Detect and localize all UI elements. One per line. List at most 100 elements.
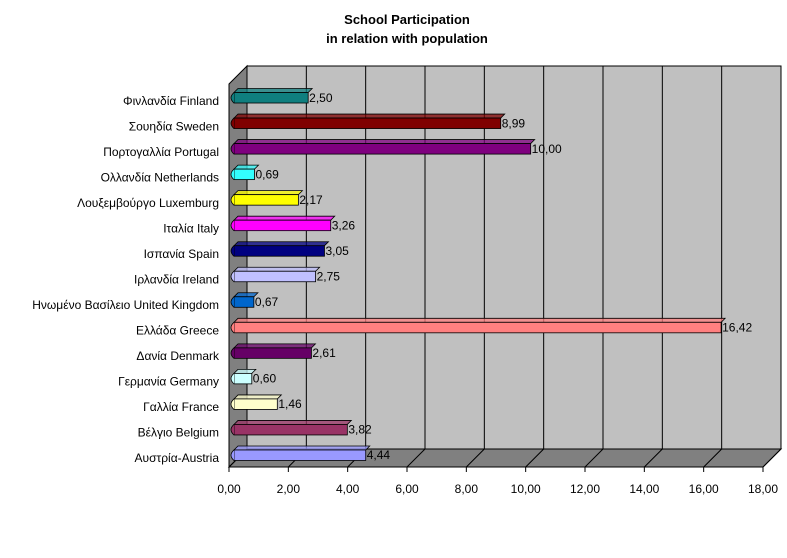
bar-top (233, 215, 336, 221)
bar-cap (230, 373, 235, 385)
bar-cap (230, 424, 235, 436)
category-label: Δανία Denmark (136, 349, 220, 363)
x-axis-ticks: 0,00 2,00 4,00 6,00 8,00 10,00 12,00 14,00 16,00… (217, 466, 778, 496)
value-label: 2,61 (312, 346, 336, 360)
bar: 2,50 (230, 88, 333, 105)
tick-label: 10,00 (511, 482, 541, 496)
category-label: Ιρλανδία Ireland (134, 273, 219, 287)
chart-gridlines (228, 66, 782, 468)
bar-front (233, 449, 367, 461)
bar-top (233, 266, 321, 272)
bar: 3,82 (230, 420, 372, 437)
bar: 0,60 (230, 368, 277, 386)
category-label: Ολλανδία Netherlands (101, 170, 219, 184)
value-label: 0,69 (255, 167, 279, 181)
bar: 0,67 (230, 292, 279, 309)
bar-front (233, 92, 309, 104)
bar-front (233, 372, 253, 385)
bar: 1,46 (230, 394, 302, 411)
value-label: 4,44 (367, 448, 391, 462)
bar-front (233, 270, 316, 283)
chart-title: School Participation in relation with po… (207, 10, 607, 48)
bar-front (233, 219, 332, 232)
bar-cap (230, 92, 235, 104)
tick-label: 4,00 (336, 482, 360, 496)
bar-top (233, 190, 304, 196)
bar-front (233, 143, 532, 155)
chart-title-line2: in relation with population (326, 31, 488, 46)
bar: 8,99 (230, 113, 526, 130)
category-labels: Φινλανδία Finland Σουηδία Sweden Πορτογαλλ… (32, 94, 220, 465)
chart-back-wall (246, 65, 782, 450)
tick-label: 14,00 (629, 482, 659, 496)
floor-gridline (703, 448, 723, 468)
bar: 4,44 (230, 445, 391, 462)
bar-cap (230, 245, 235, 257)
bar-front (233, 347, 312, 359)
value-label: 10,00 (532, 142, 562, 156)
bar-top (233, 420, 353, 425)
value-label: 2,50 (309, 91, 333, 105)
value-label: 3,05 (325, 244, 349, 258)
value-label: 8,99 (502, 116, 526, 130)
bar-front (233, 168, 255, 181)
floor-gridline (643, 448, 663, 468)
bar-cap (230, 194, 235, 206)
bar-top (233, 343, 317, 349)
bar-front (233, 398, 278, 410)
value-label: 3,82 (348, 423, 372, 437)
value-label: 3,26 (332, 218, 356, 232)
value-label: 0,67 (255, 295, 279, 309)
category-label: Γερμανία Germany (118, 375, 219, 389)
bar: 2,17 (230, 190, 323, 207)
bar-front (233, 424, 348, 436)
tick-label: 16,00 (689, 482, 719, 496)
category-label: Σουηδία Sweden (129, 119, 219, 133)
category-label: Πορτογαλλία Portugal (103, 145, 219, 159)
bar-cap (230, 296, 235, 308)
value-label: 2,17 (299, 193, 323, 207)
bar-front (233, 117, 502, 129)
bar: 10,00 (230, 139, 562, 156)
bar-cap (230, 398, 235, 410)
tick-label: 2,00 (277, 482, 301, 496)
chart-title-line1: School Participation (344, 12, 470, 27)
category-label: Ηνωμένο Βασίλειο United Kingdom (32, 298, 219, 312)
bar: 0,69 (230, 164, 279, 181)
tick-label: 18,00 (748, 482, 778, 496)
bar-top (233, 139, 536, 144)
bar-cap (230, 270, 235, 283)
category-label: Βέλγιο Belgium (138, 426, 219, 440)
category-label: Γαλλία France (143, 400, 219, 414)
bar-cap (230, 219, 235, 231)
category-label: Φινλανδία Finland (123, 94, 219, 108)
bar: 3,26 (230, 215, 356, 232)
floor-gridline (465, 448, 485, 468)
category-label: Ισπανία Spain (144, 247, 219, 261)
tick-label: 6,00 (395, 482, 419, 496)
bar: 16,42 (230, 317, 752, 335)
value-label: 2,75 (317, 270, 341, 284)
category-label: Αυστρία-Austria (135, 451, 220, 465)
floor-gridline (584, 448, 604, 468)
bar-cap (230, 143, 235, 155)
bar-front (233, 296, 255, 308)
value-label: 0,60 (253, 372, 277, 386)
bar-top (233, 394, 283, 400)
bar-top (233, 445, 371, 451)
bar-cap (230, 322, 235, 334)
bar: 2,75 (230, 266, 341, 284)
bar-top (233, 241, 330, 247)
category-label: Ελλάδα Greece (136, 324, 219, 338)
chart-walls (227, 64, 783, 469)
bar-front (233, 245, 325, 257)
tick-label: 0,00 (217, 482, 241, 496)
bar-cap (230, 117, 235, 129)
bar-cap (230, 168, 235, 180)
category-label: Ιταλία Italy (163, 221, 219, 235)
bar-top (233, 113, 506, 119)
category-label: Λουξεμβούργο Luxemburg (77, 196, 219, 210)
tick-label: 12,00 (570, 482, 600, 496)
value-label: 1,46 (278, 397, 302, 411)
bar: 2,61 (230, 343, 336, 360)
